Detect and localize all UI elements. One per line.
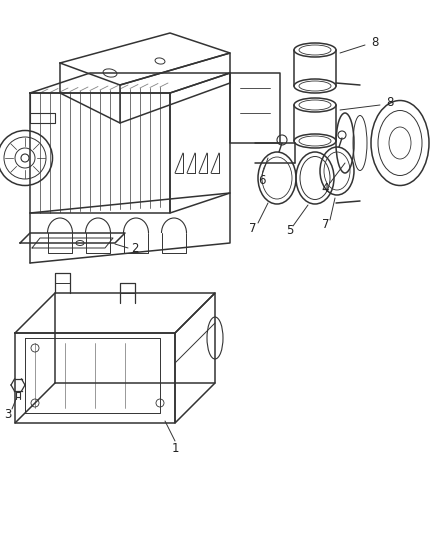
Text: 2: 2 — [131, 241, 139, 254]
Text: 7: 7 — [322, 219, 330, 231]
Text: 8: 8 — [386, 96, 394, 109]
Text: 4: 4 — [321, 182, 329, 195]
Text: 6: 6 — [258, 174, 266, 188]
Text: 3: 3 — [4, 408, 12, 422]
Text: 7: 7 — [249, 222, 257, 235]
Text: 8: 8 — [371, 36, 379, 50]
Text: 1: 1 — [171, 441, 179, 455]
Text: 5: 5 — [286, 224, 294, 238]
